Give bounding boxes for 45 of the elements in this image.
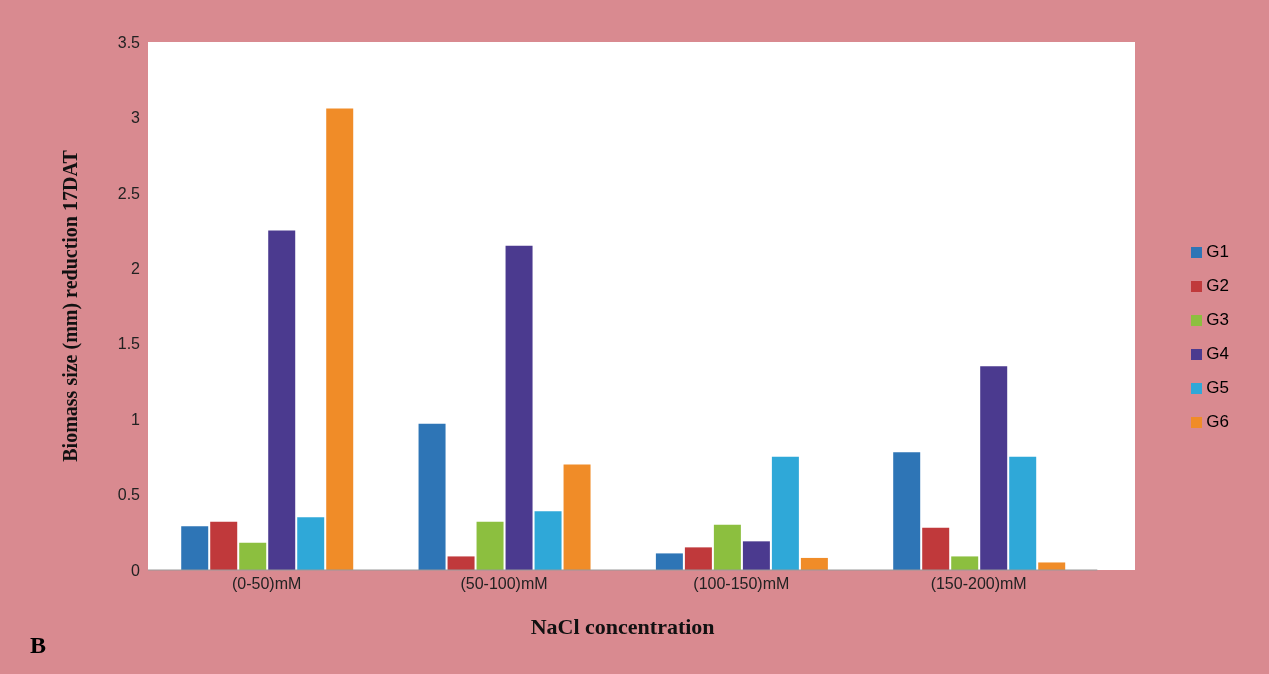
bar	[655, 553, 683, 570]
bar	[297, 517, 325, 570]
y-tick-label: 1.5	[117, 335, 141, 353]
bar	[922, 527, 950, 570]
bar	[534, 511, 562, 570]
panel-letter: B	[30, 632, 46, 659]
bar	[713, 524, 741, 570]
y-tick-label: 2	[131, 259, 141, 277]
bar	[268, 230, 296, 570]
legend-label: G4	[1206, 344, 1229, 364]
y-tick-label: 0.5	[117, 486, 141, 504]
y-axis-title: Biomass size (mm) reduction 17DAT	[59, 149, 83, 462]
legend-label: G3	[1206, 310, 1229, 330]
x-tick-label: (50-100)mM	[460, 575, 548, 593]
y-tick-label: 2.5	[117, 184, 141, 202]
bar	[1038, 562, 1066, 570]
bar	[684, 547, 712, 570]
bar	[563, 464, 591, 570]
bar	[476, 521, 504, 570]
y-tick-label: 0	[131, 561, 141, 579]
y-tick-label: 1	[131, 410, 141, 428]
bar	[239, 542, 267, 570]
legend-label: G1	[1206, 242, 1229, 262]
x-tick-label: (100-150)mM	[693, 575, 790, 593]
bar	[800, 557, 828, 570]
y-tick-label: 3.5	[117, 33, 141, 51]
bar	[771, 456, 799, 570]
bar	[181, 526, 209, 570]
legend-label: G6	[1206, 412, 1229, 432]
x-axis-title: NaCl concentration	[530, 614, 715, 639]
bar	[326, 108, 354, 570]
y-tick-label: 3	[131, 109, 141, 127]
bar	[505, 245, 533, 570]
bar	[742, 541, 770, 570]
x-tick-label: (0-50)mM	[231, 575, 302, 593]
x-tick-label: (150-200)mM	[930, 575, 1027, 593]
bar	[418, 423, 446, 570]
bar	[980, 366, 1008, 570]
legend-label: G2	[1206, 276, 1229, 296]
bar	[1009, 456, 1037, 570]
legend-label: G5	[1206, 378, 1229, 398]
bar	[210, 521, 238, 570]
bar	[951, 556, 979, 570]
bar	[893, 452, 921, 570]
bar	[447, 556, 475, 570]
